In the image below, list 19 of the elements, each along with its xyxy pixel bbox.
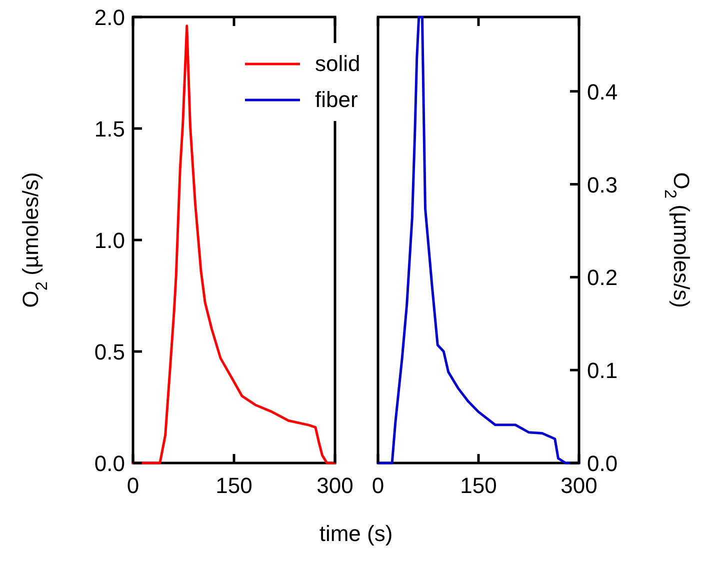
y-tick-label: 1.5: [94, 116, 125, 142]
x-axis-title: time (s): [319, 521, 393, 546]
x-tick-label: 0: [372, 473, 384, 498]
y2-tick-label: 0.2: [587, 265, 618, 290]
x-tick-label: 300: [316, 473, 354, 498]
y-tick-label: 0.0: [94, 451, 125, 476]
y2-tick-label: 0.0: [587, 451, 618, 476]
y-tick-label: 2.0: [94, 5, 125, 30]
legend-label: solid: [315, 51, 360, 76]
x-tick-label: 150: [216, 473, 252, 498]
x-tick-label: 300: [560, 473, 598, 498]
y-tick-label: 0.5: [94, 340, 125, 364]
text: fiber: [315, 87, 358, 112]
y2-tick-label: 0.3: [587, 172, 618, 198]
y2-tick-label: 0.4: [587, 79, 618, 104]
x-tick-label: 150: [460, 473, 497, 498]
y2-tick-label: 0.1: [587, 358, 618, 384]
x-tick-label: 0: [126, 473, 140, 498]
y-tick-label: 1.0: [94, 228, 125, 253]
